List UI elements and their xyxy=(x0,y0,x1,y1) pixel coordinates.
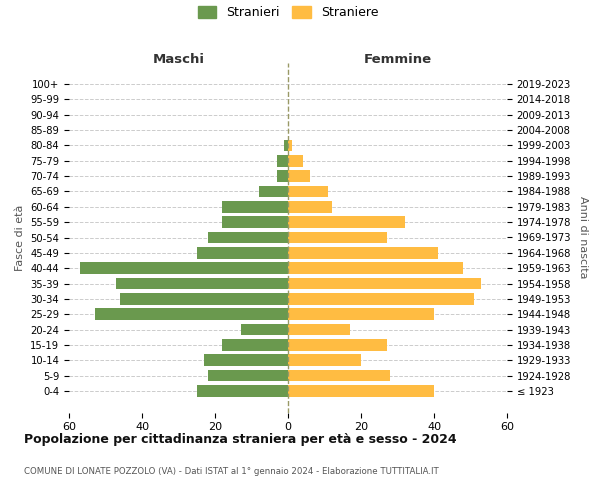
Bar xyxy=(120,293,288,304)
Bar xyxy=(223,201,288,212)
Bar xyxy=(288,201,332,212)
Bar xyxy=(288,186,328,197)
Bar xyxy=(284,140,288,151)
Bar xyxy=(288,370,390,382)
Bar xyxy=(208,232,288,243)
Bar xyxy=(241,324,288,336)
Bar xyxy=(288,170,310,182)
Bar xyxy=(288,155,302,166)
Bar xyxy=(288,232,386,243)
Bar xyxy=(277,155,288,166)
Y-axis label: Anni di nascita: Anni di nascita xyxy=(578,196,588,278)
Bar xyxy=(288,278,481,289)
Legend: Stranieri, Straniere: Stranieri, Straniere xyxy=(193,1,383,24)
Bar xyxy=(204,354,288,366)
Text: Popolazione per cittadinanza straniera per età e sesso - 2024: Popolazione per cittadinanza straniera p… xyxy=(24,432,457,446)
Text: Maschi: Maschi xyxy=(152,53,205,66)
Bar xyxy=(277,170,288,182)
Bar xyxy=(288,216,405,228)
Bar xyxy=(288,262,463,274)
Bar xyxy=(288,140,292,151)
Bar xyxy=(288,385,434,396)
Bar xyxy=(288,247,437,258)
Bar xyxy=(95,308,288,320)
Y-axis label: Fasce di età: Fasce di età xyxy=(14,204,25,270)
Bar xyxy=(208,370,288,382)
Bar xyxy=(116,278,288,289)
Bar xyxy=(197,247,288,258)
Bar xyxy=(288,354,361,366)
Bar xyxy=(288,339,386,350)
Text: Femmine: Femmine xyxy=(364,53,431,66)
Bar xyxy=(80,262,288,274)
Text: COMUNE DI LONATE POZZOLO (VA) - Dati ISTAT al 1° gennaio 2024 - Elaborazione TUT: COMUNE DI LONATE POZZOLO (VA) - Dati IST… xyxy=(24,468,439,476)
Bar xyxy=(197,385,288,396)
Bar xyxy=(223,216,288,228)
Bar xyxy=(259,186,288,197)
Bar xyxy=(288,308,434,320)
Bar xyxy=(288,293,474,304)
Bar xyxy=(288,324,350,336)
Bar xyxy=(223,339,288,350)
